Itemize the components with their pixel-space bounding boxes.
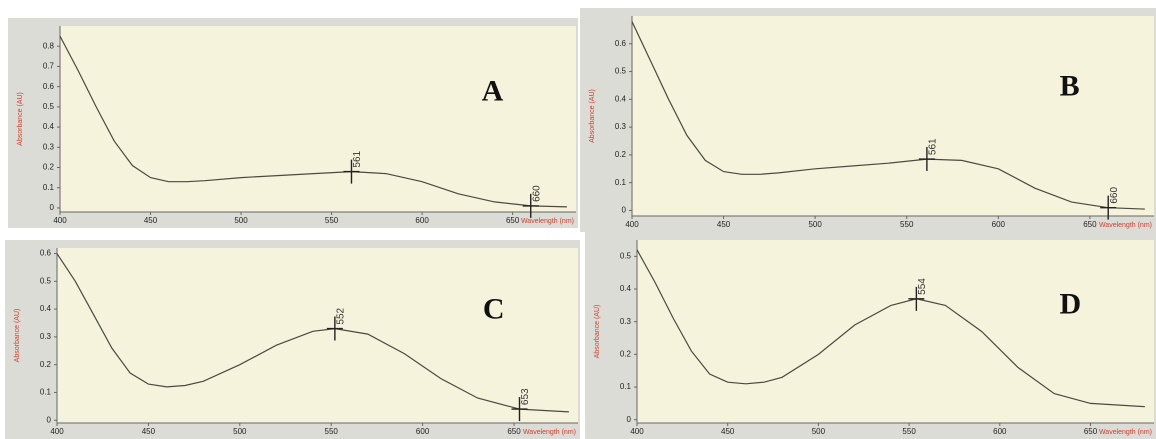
y-tick-label: 0.1: [620, 382, 632, 391]
plot-area: [637, 240, 1154, 423]
plot-area: [60, 26, 576, 212]
y-axis-label: Absorbance (AU): [14, 309, 21, 363]
peak-label: 561: [352, 150, 363, 167]
y-tick-label: 0.3: [40, 332, 52, 341]
x-tick-label: 650: [1083, 220, 1097, 229]
x-tick-label: 450: [144, 216, 158, 225]
x-tick-label: 600: [416, 427, 430, 436]
panel-letter: B: [1060, 70, 1080, 103]
y-tick-label: 0.6: [40, 249, 52, 258]
peak-label: 561: [928, 138, 939, 155]
x-axis-label: Wavelength (nm): [1099, 222, 1152, 229]
x-axis-label: Wavelength (nm): [523, 429, 576, 436]
y-tick-label: 0.1: [40, 388, 52, 397]
y-axis-label: Absorbance (AU): [589, 89, 596, 143]
x-tick-label: 550: [325, 216, 339, 225]
x-tick-label: 400: [630, 427, 644, 436]
x-tick-label: 600: [415, 216, 429, 225]
x-tick-label: 400: [625, 220, 639, 229]
panel-letter: D: [1060, 287, 1082, 320]
plot-area: [632, 16, 1154, 216]
x-tick-label: 550: [900, 220, 914, 229]
y-tick-label: 0.2: [43, 163, 55, 172]
y-tick-label: 0: [627, 415, 632, 424]
peak-label: 554: [917, 278, 928, 295]
x-tick-label: 450: [721, 427, 735, 436]
y-tick-label: 0.4: [40, 304, 52, 313]
x-tick-label: 450: [717, 220, 731, 229]
y-tick-label: 0.5: [43, 102, 55, 111]
plot-area: [57, 248, 578, 423]
x-tick-label: 500: [808, 220, 822, 229]
y-tick-label: 0.5: [620, 251, 632, 260]
panel-letter: C: [483, 293, 505, 326]
y-tick-label: 0.7: [43, 62, 55, 71]
x-tick-label: 500: [812, 427, 826, 436]
x-tick-label: 600: [993, 427, 1007, 436]
y-tick-label: 0.2: [615, 150, 627, 159]
y-tick-label: 0.4: [620, 284, 632, 293]
y-tick-label: 0.3: [615, 122, 627, 131]
x-axis-label: Wavelength (nm): [521, 218, 574, 225]
x-tick-label: 550: [325, 427, 339, 436]
x-tick-label: 450: [142, 427, 156, 436]
x-axis-label: Wavelength (nm): [1099, 429, 1152, 436]
x-tick-label: 650: [1084, 427, 1098, 436]
y-tick-label: 0.5: [40, 276, 52, 285]
chart-panel: 0 0.1 0.2 0.3 0.4 0.5 0.6 0.7 0.8 400 450 500 550 600…: [8, 18, 578, 228]
y-tick-label: 0: [622, 206, 627, 215]
y-axis-label: Absorbance (AU): [17, 92, 24, 146]
y-tick-label: 0: [50, 203, 55, 212]
x-tick-label: 650: [506, 216, 520, 225]
x-tick-label: 600: [992, 220, 1006, 229]
y-axis-label: Absorbance (AU): [594, 305, 601, 359]
y-tick-label: 0.8: [43, 41, 55, 50]
x-tick-label: 550: [902, 427, 916, 436]
y-tick-label: 0.2: [40, 360, 52, 369]
peak-label: 552: [336, 307, 347, 324]
y-tick-label: 0.1: [43, 183, 55, 192]
y-tick-label: 0.4: [615, 94, 627, 103]
panel-letter: A: [482, 74, 504, 107]
peak-label: 660: [1109, 187, 1120, 204]
x-tick-label: 500: [233, 427, 247, 436]
y-tick-label: 0.5: [615, 67, 627, 76]
x-tick-label: 500: [234, 216, 248, 225]
y-tick-label: 0.3: [43, 142, 55, 151]
y-tick-label: 0.1: [615, 178, 627, 187]
y-tick-label: 0.2: [620, 349, 632, 358]
y-tick-label: 0.6: [615, 39, 627, 48]
x-tick-label: 400: [53, 216, 67, 225]
peak-label: 653: [520, 388, 531, 405]
y-tick-label: 0: [47, 415, 52, 424]
y-tick-label: 0.3: [620, 317, 632, 326]
screenshot: 0 0.1 0.2 0.3 0.4 0.5 0.6 0.7 0.8 400 450 500 550 600…: [0, 0, 1156, 439]
x-tick-label: 400: [50, 427, 64, 436]
peak-label: 660: [531, 185, 542, 202]
y-tick-label: 0.4: [43, 122, 55, 131]
x-tick-label: 650: [507, 427, 521, 436]
y-tick-label: 0.6: [43, 82, 55, 91]
